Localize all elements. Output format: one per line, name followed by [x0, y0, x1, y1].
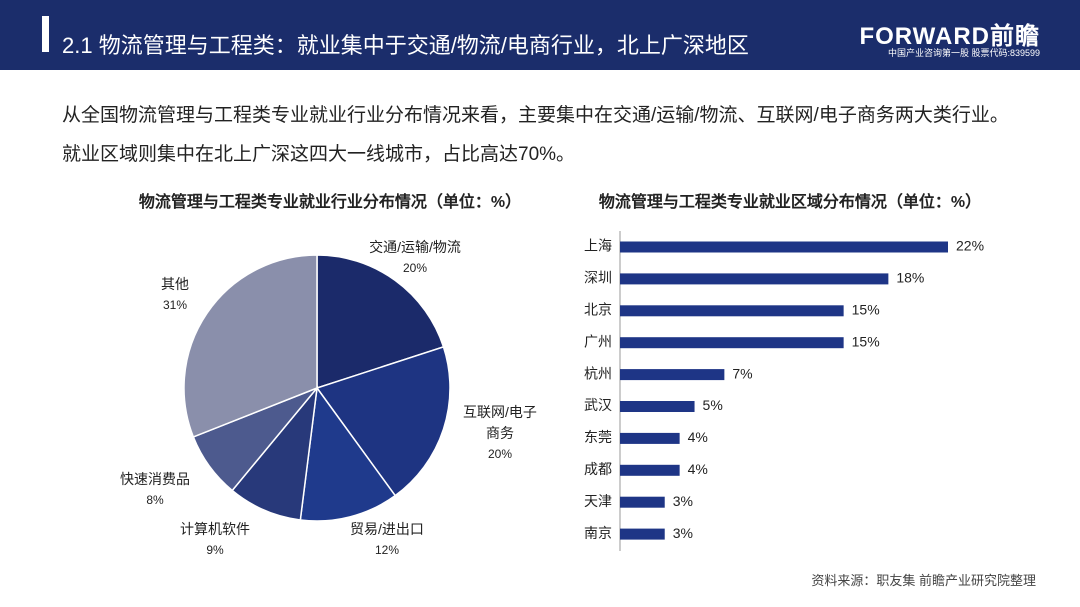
- bar-title: 物流管理与工程类专业就业区域分布情况（单位：%）: [599, 192, 981, 211]
- bar: [620, 337, 844, 349]
- pie-slice: [299, 386, 397, 522]
- bar: [620, 241, 948, 253]
- source-note: 资料来源：职友集 前瞻产业研究院整理: [811, 573, 1036, 588]
- bar-value-label: 4%: [688, 429, 708, 445]
- slice-value: 31%: [162, 298, 188, 312]
- intro-text: 从全国物流管理与工程类专业就业行业分布情况来看，主要集中在交通/运输/物流、互联…: [62, 105, 1009, 165]
- logo-subtitle: 中国产业咨询第一股 股票代码:839599: [887, 48, 1040, 58]
- pie-label: 快速消费品 8%: [100, 469, 210, 511]
- slice-value: 20%: [402, 261, 428, 275]
- bar: [620, 369, 725, 381]
- header-title: 2.1 物流管理与工程类：就业集中于交通/物流/电商行业，北上广深地区: [62, 33, 749, 58]
- bar-value-label: 15%: [852, 302, 880, 318]
- pie-slice: [316, 254, 445, 390]
- y-tick-label: 东莞: [584, 429, 612, 445]
- slice-name: 交通/运输/物流: [369, 239, 461, 255]
- y-tick-label: 杭州: [584, 365, 612, 381]
- logo: FORWARD前瞻: [859, 23, 1040, 50]
- bar: [620, 528, 665, 540]
- pie-label: 其他 31%: [135, 274, 215, 316]
- pie-slice: [315, 345, 451, 497]
- slice-name: 其他: [161, 276, 189, 292]
- slice-value: 12%: [374, 543, 400, 557]
- bar-value-label: 15%: [852, 333, 880, 349]
- slice-value: 9%: [206, 543, 224, 557]
- bar: [620, 432, 680, 444]
- bar: [620, 305, 844, 317]
- slice-value: 8%: [146, 493, 164, 507]
- pie-slice: [183, 254, 318, 438]
- pie-label: 交通/运输/物流 20%: [355, 237, 475, 279]
- bar: [620, 464, 680, 476]
- bar: [620, 496, 665, 508]
- header-bar: 2.1 物流管理与工程类：就业集中于交通/物流/电商行业，北上广深地区 FORW…: [0, 0, 1080, 70]
- y-tick-label: 上海: [584, 238, 612, 254]
- y-tick-label: 北京: [584, 302, 612, 318]
- y-tick-label: 南京: [584, 525, 612, 541]
- bar-value-label: 5%: [703, 397, 723, 413]
- y-tick-label: 成都: [584, 461, 612, 477]
- bar: [620, 273, 889, 285]
- pie-title: 物流管理与工程类专业就业行业分布情况（单位：%）: [139, 192, 521, 211]
- y-tick-label: 天津: [584, 493, 612, 509]
- bar-value-label: 7%: [732, 365, 752, 381]
- bar-value-label: 22%: [956, 238, 984, 254]
- bar-value-label: 4%: [688, 461, 708, 477]
- pie-label: 计算机软件 9%: [160, 519, 270, 561]
- pie-label: 互联网/电子商务 20%: [460, 402, 540, 465]
- bar-value-label: 3%: [673, 525, 693, 541]
- header-accent: [42, 16, 49, 52]
- slice-name: 互联网/电子商务: [463, 404, 537, 441]
- slice-value: 20%: [487, 447, 513, 461]
- bar: [620, 401, 695, 412]
- pie-label: 贸易/进出口 12%: [332, 519, 442, 561]
- y-tick-label: 广州: [584, 333, 612, 349]
- bar-value-label: 3%: [673, 493, 693, 509]
- slice-name: 计算机软件: [180, 521, 250, 537]
- bar-value-label: 18%: [896, 270, 924, 286]
- y-tick-label: 武汉: [584, 397, 612, 413]
- slice-name: 贸易/进出口: [350, 521, 424, 537]
- y-tick-label: 深圳: [584, 270, 612, 286]
- slice-name: 快速消费品: [120, 471, 190, 487]
